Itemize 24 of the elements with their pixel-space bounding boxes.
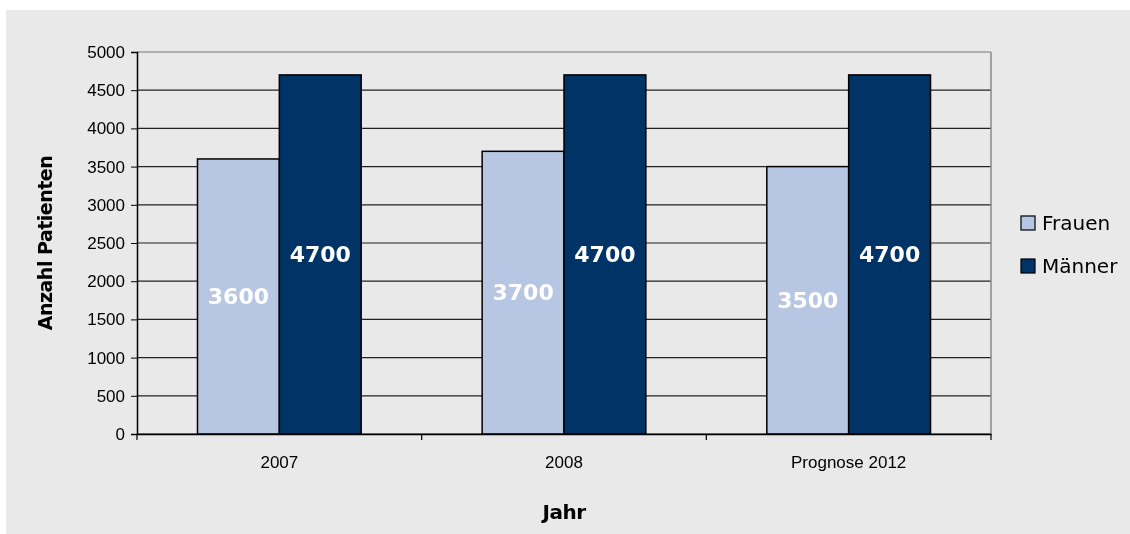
data-label: 4700 — [858, 242, 921, 268]
y-tick-label: 4000 — [87, 119, 125, 139]
x-tick-label: 2008 — [545, 453, 583, 473]
y-tick-label: 3500 — [87, 157, 125, 177]
y-tick-label: 4500 — [87, 81, 125, 101]
y-axis-title: Anzahl Patienten — [34, 155, 56, 331]
y-tick-label: 1500 — [87, 310, 125, 330]
y-tick-label: 1000 — [87, 348, 125, 368]
data-label: 4700 — [289, 242, 351, 268]
y-tick-label: 2000 — [87, 272, 125, 292]
x-tick-label: Prognose 2012 — [791, 453, 907, 473]
data-label: 3600 — [207, 284, 270, 310]
y-tick-label: 5000 — [87, 42, 125, 62]
legend-label: Frauen — [1042, 211, 1111, 235]
data-label: 3700 — [492, 280, 554, 306]
legend-label: Männer — [1042, 254, 1119, 278]
y-tick-label: 2500 — [87, 233, 125, 253]
data-label: 4700 — [574, 242, 636, 268]
x-axis-title: Jahr — [540, 500, 587, 524]
y-tick-label: 500 — [96, 386, 125, 406]
y-tick-label: 3000 — [87, 195, 125, 215]
x-tick-label: 2007 — [260, 453, 299, 473]
y-tick-label: 0 — [115, 424, 125, 444]
data-label: 3500 — [777, 288, 839, 313]
